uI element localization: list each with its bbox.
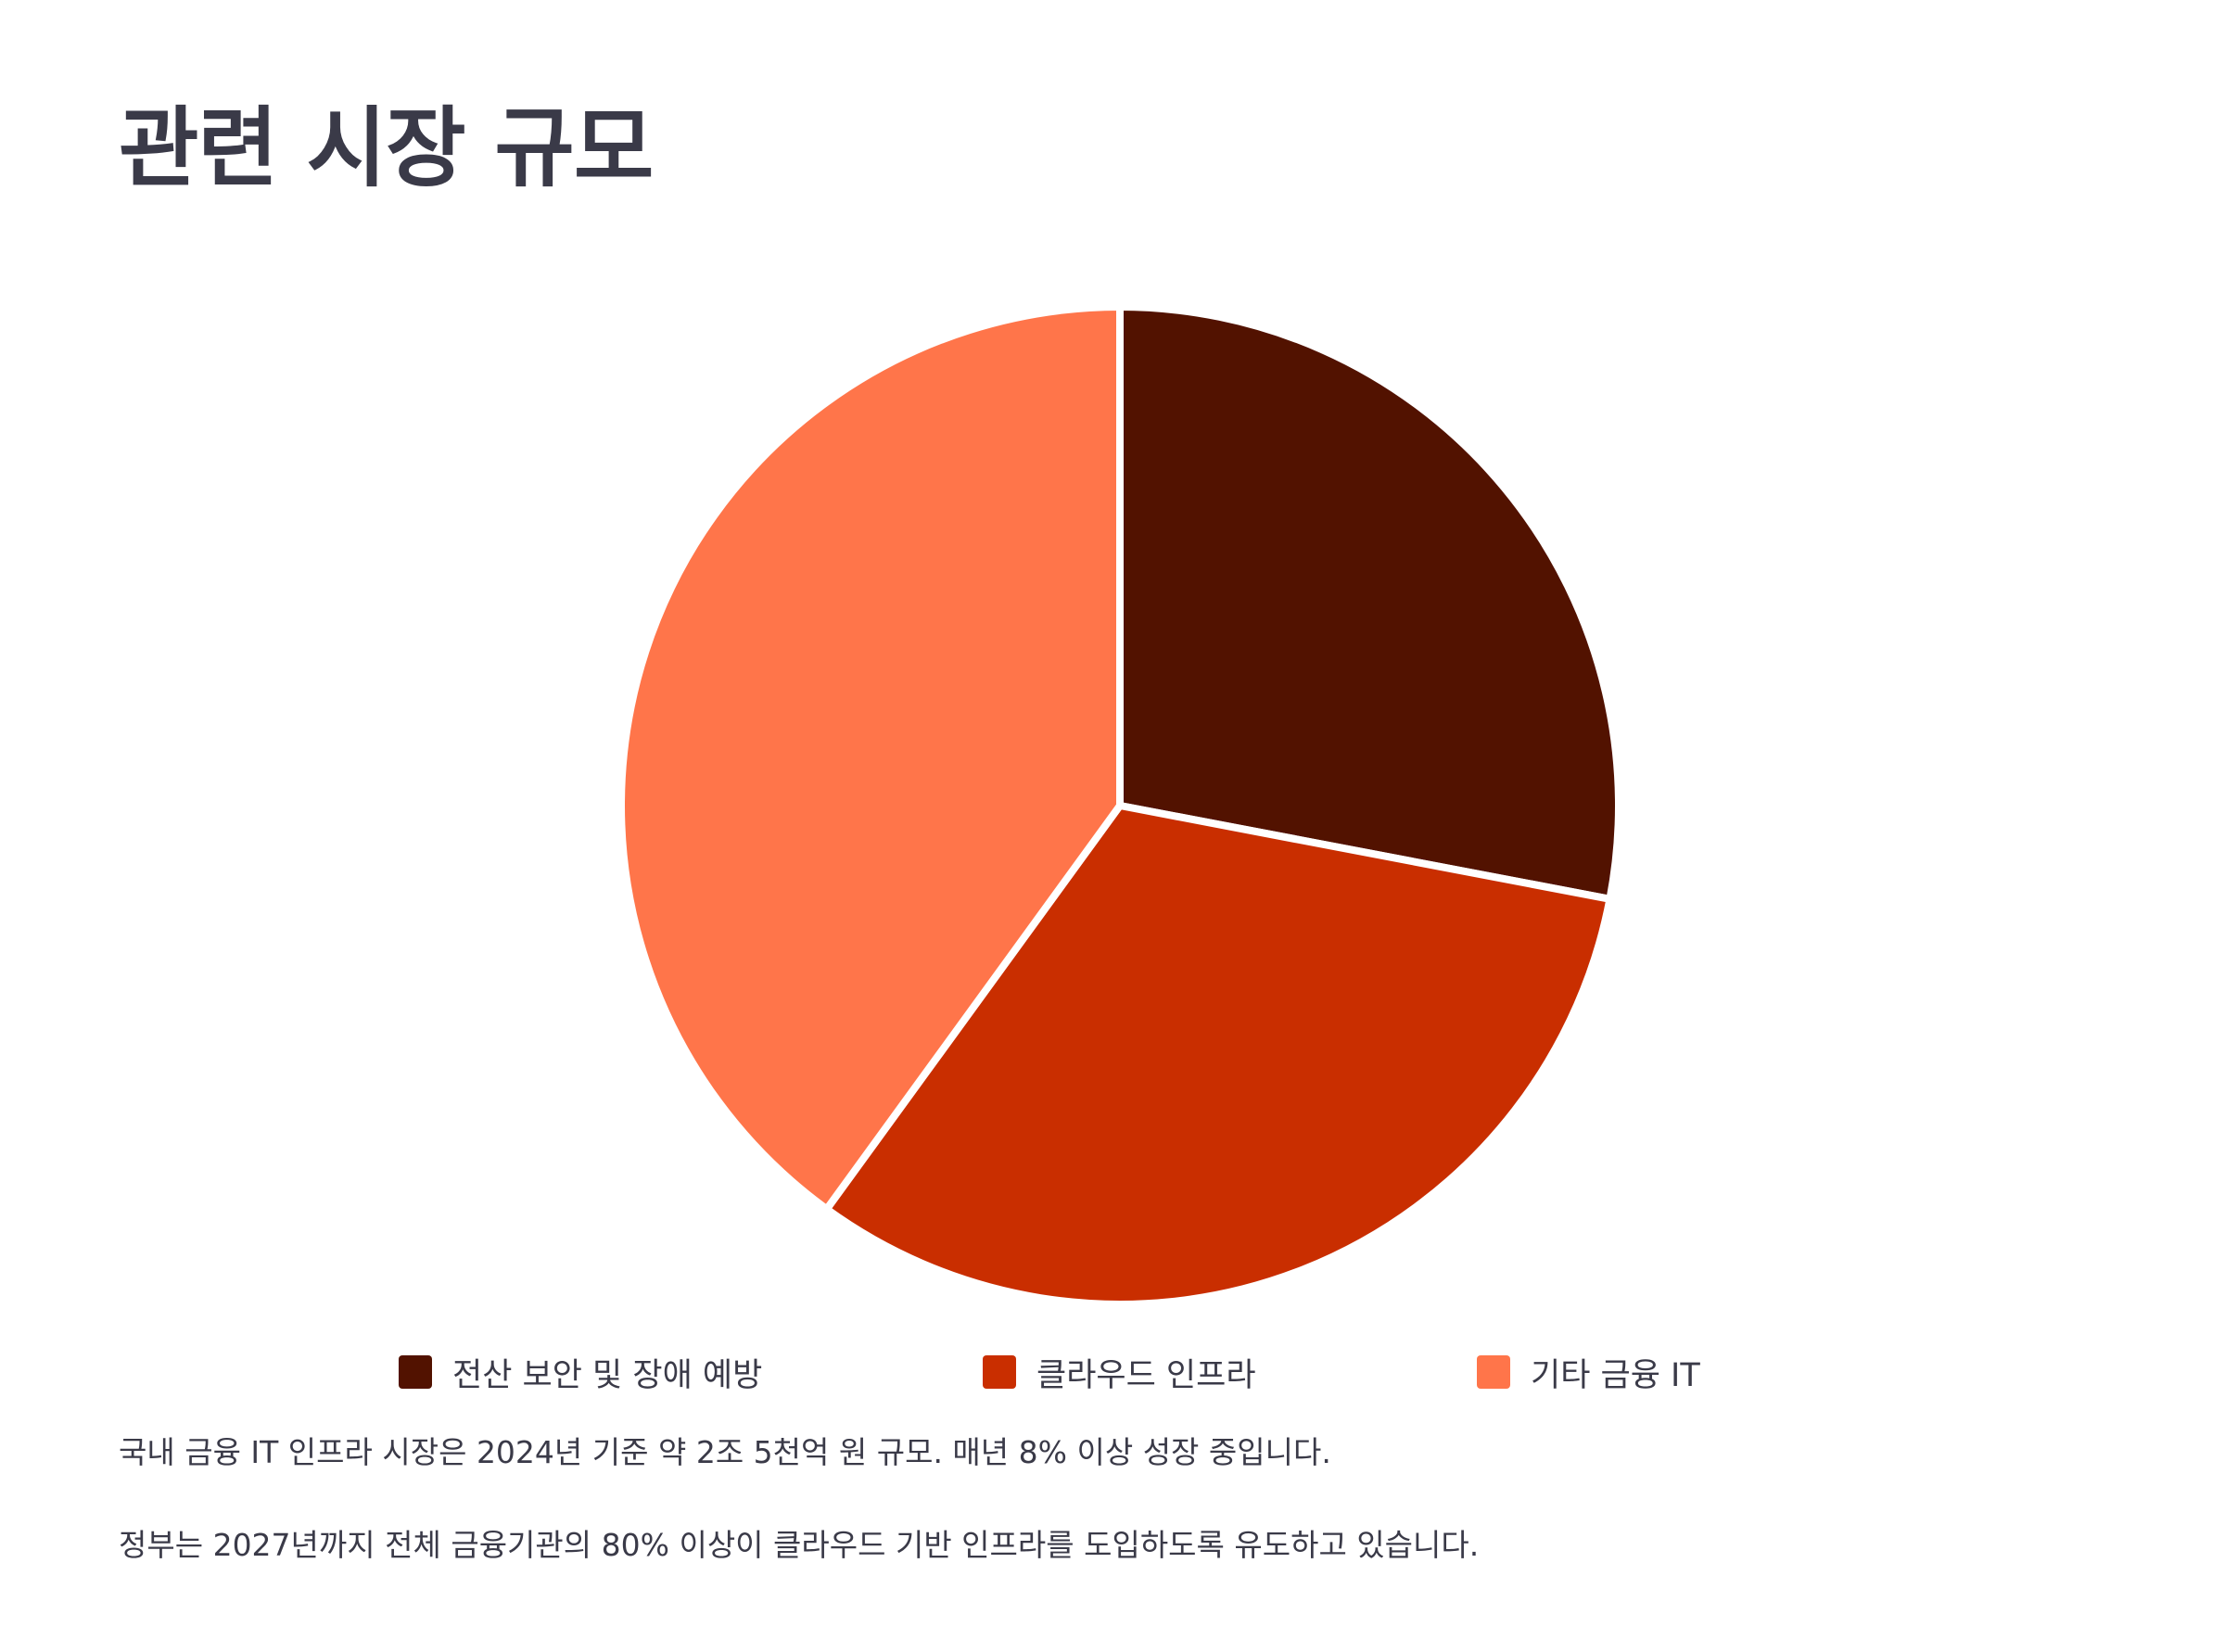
legend-label: 클라우드 인프라: [1036, 1356, 1256, 1394]
legend-label: 전산 보안 및 장애 예방: [452, 1356, 763, 1394]
legend-item-security[interactable]: 전산 보안 및 장애 예방: [399, 1346, 762, 1398]
legend-swatch: [399, 1355, 432, 1389]
legend-item-cloud[interactable]: 클라우드 인프라: [983, 1346, 1256, 1398]
pie-slice-security[interactable]: [1116, 303, 1622, 903]
legend-swatch: [983, 1355, 1016, 1389]
page-title: 관련 시장 규모: [119, 98, 654, 199]
government-policy-note: 정부는 2027년까지 전체 금융기관의 80% 이상이 클라우드 기반 인프라…: [119, 1527, 1480, 1563]
pie-slice-cloud[interactable]: [822, 802, 1614, 1308]
pie-slice-other[interactable]: [617, 303, 1124, 1214]
legend-swatch: [1477, 1355, 1510, 1389]
pie-chart: [617, 303, 1622, 1308]
legend-item-other[interactable]: 기타 금융 IT: [1477, 1346, 1700, 1398]
legend-label: 기타 금융 IT: [1531, 1356, 1700, 1394]
market-size-note: 국내 금융 IT 인프라 시장은 2024년 기준 약 2조 5천억 원 규모.…: [119, 1434, 1331, 1470]
